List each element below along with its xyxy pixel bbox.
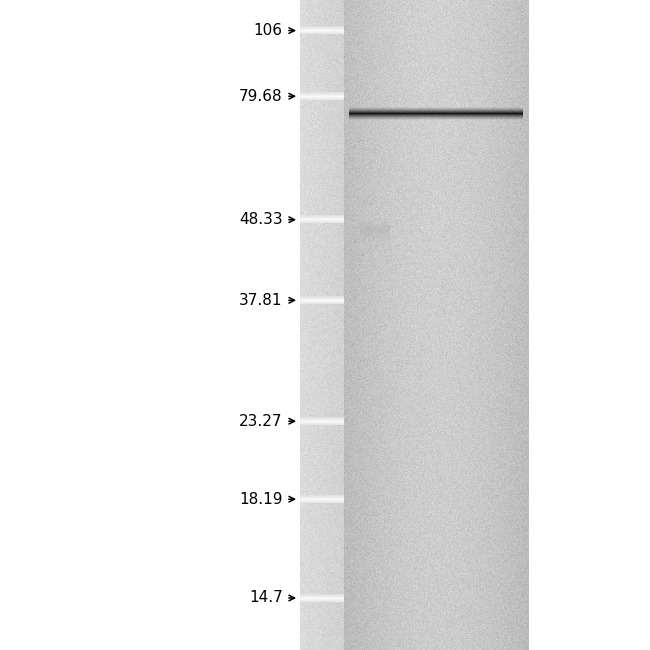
Text: 106: 106 (254, 23, 283, 38)
Text: 18.19: 18.19 (239, 491, 283, 507)
Text: 23.27: 23.27 (239, 413, 283, 429)
Text: 48.33: 48.33 (239, 212, 283, 227)
Text: 79.68: 79.68 (239, 88, 283, 104)
Text: 14.7: 14.7 (249, 590, 283, 606)
Text: 37.81: 37.81 (239, 292, 283, 308)
